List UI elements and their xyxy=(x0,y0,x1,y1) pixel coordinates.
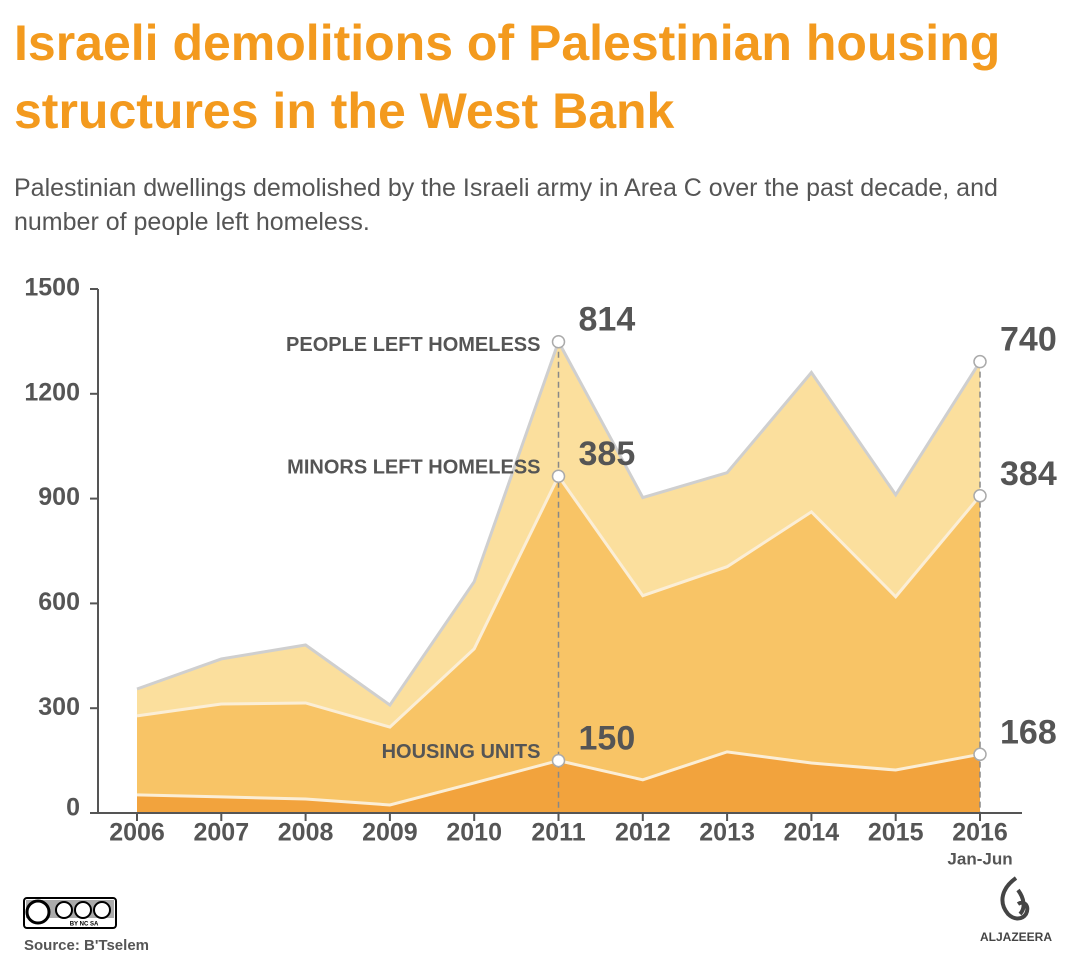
chart-title: Israeli demolitions of Palestinian housi… xyxy=(14,15,1000,139)
x-tick-label: 2014 xyxy=(784,819,840,847)
data-label: 168 xyxy=(1000,713,1057,751)
x-tick-note: Jan-Jun xyxy=(947,849,1012,868)
x-tick-label: 2010 xyxy=(446,819,502,847)
data-label: 385 xyxy=(579,435,636,473)
x-tick-label: 2015 xyxy=(868,819,924,847)
data-label: 150 xyxy=(579,720,636,758)
x-tick-label: 2013 xyxy=(699,819,755,847)
series-label: MINORS LEFT HOMELESS xyxy=(287,457,540,479)
x-tick-label: 2009 xyxy=(362,819,418,847)
callout-point xyxy=(551,334,566,349)
chart-subtitle: Palestinian dwellings demolished by the … xyxy=(14,174,998,236)
x-tick-label: 2008 xyxy=(278,819,334,847)
data-label: 814 xyxy=(579,301,636,339)
x-tick-label: 2006 xyxy=(109,819,165,847)
source: Source: B'Tselem xyxy=(24,937,149,954)
x-tick-label: 2016 xyxy=(952,819,1008,847)
callout-point xyxy=(973,354,987,369)
callout-point xyxy=(551,469,566,483)
data-label: 740 xyxy=(1000,321,1057,359)
callout-point xyxy=(973,489,987,503)
callout-point xyxy=(551,753,566,768)
license-label: BY NC SA xyxy=(70,922,99,928)
logo-icon xyxy=(1000,876,1030,921)
y-tick-label: 1500 xyxy=(24,274,80,302)
data-label: 384 xyxy=(1000,455,1057,493)
series-label: PEOPLE LEFT HOMELESS xyxy=(286,334,540,356)
y-tick-label: 0 xyxy=(66,794,80,822)
y-tick-label: 900 xyxy=(38,483,80,511)
x-tick-label: 2012 xyxy=(615,819,671,847)
series-label: HOUSING UNITS xyxy=(382,741,541,763)
area xyxy=(137,341,980,728)
logo: ALJAZEERA xyxy=(980,930,1052,944)
y-tick-label: 300 xyxy=(38,693,80,721)
x-tick-label: 2007 xyxy=(193,819,249,847)
y-tick-label: 1200 xyxy=(24,378,80,406)
area xyxy=(137,476,980,805)
y-tick-label: 600 xyxy=(38,588,80,616)
x-tick-label: 2011 xyxy=(531,819,585,847)
cc-icon xyxy=(23,897,117,929)
callout-point xyxy=(973,747,987,762)
